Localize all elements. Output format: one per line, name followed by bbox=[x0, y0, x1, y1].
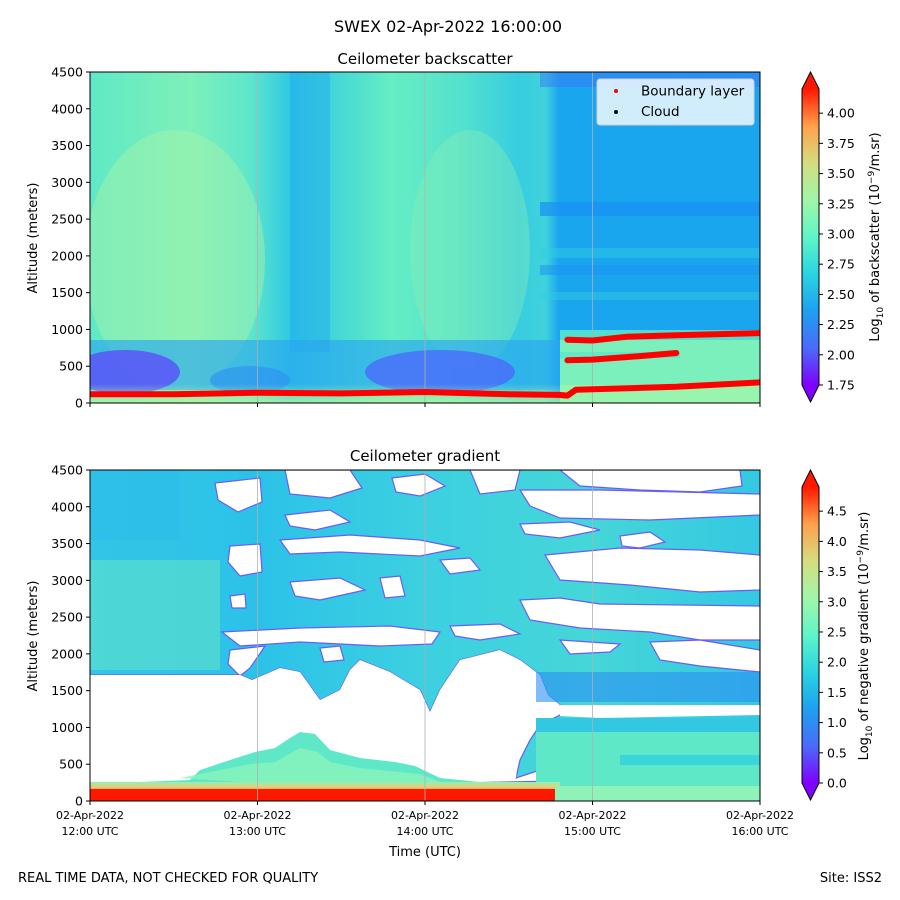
colorbar-tick-label: 0.5 bbox=[827, 745, 847, 760]
colorbar-extend-top bbox=[802, 72, 819, 89]
y-tick-label: 0 bbox=[75, 396, 83, 411]
colorbar-tick-label: 3.0 bbox=[827, 594, 847, 609]
y-tick-label: 2500 bbox=[51, 212, 83, 227]
footer-site: Site: ISS2 bbox=[820, 871, 882, 886]
colorbar-extend-bottom bbox=[802, 385, 819, 402]
colorbar-body bbox=[802, 487, 819, 783]
gradient-y-axis: 0 500 1000 1500 2000 2500 3000 3500 4000 4500 bbox=[51, 463, 90, 809]
colorbar-tick-label: 4.00 bbox=[827, 106, 855, 121]
x-tick-label-time: 12:00 UTC bbox=[61, 825, 118, 838]
x-tick-label-date: 02-Apr-2022 bbox=[558, 809, 626, 822]
x-tick-label-time: 13:00 UTC bbox=[229, 825, 286, 838]
y-tick-label: 2500 bbox=[51, 610, 83, 625]
x-tick-label-date: 02-Apr-2022 bbox=[56, 809, 124, 822]
backscatter-panel: Ceilometer backscatter bbox=[26, 50, 886, 411]
legend-marker-cloud bbox=[614, 110, 618, 114]
y-tick-label: 4000 bbox=[51, 499, 83, 514]
backscatter-title: Ceilometer backscatter bbox=[337, 50, 513, 68]
colorbar-tick-label: 4.5 bbox=[827, 504, 847, 519]
y-tick-label: 1500 bbox=[51, 285, 83, 300]
colorbar-tick-label: 0.0 bbox=[827, 776, 847, 791]
boundary-layer-segment bbox=[564, 350, 680, 364]
legend-label-cloud: Cloud bbox=[641, 104, 680, 120]
gradient-gridlines bbox=[257, 470, 593, 801]
gradient-colorbar-label: Log10 of negative gradient (10−9/m.sr) bbox=[856, 512, 875, 761]
colorbar-tick-label: 3.5 bbox=[827, 564, 847, 579]
y-tick-label: 0 bbox=[75, 794, 83, 809]
y-tick-label: 500 bbox=[59, 359, 83, 374]
y-tick-label: 3500 bbox=[51, 536, 83, 551]
y-tick-label: 3000 bbox=[51, 573, 83, 588]
gradient-x-axis: 02-Apr-2022 12:00 UTC 02-Apr-2022 13:00 UTC… bbox=[56, 801, 794, 838]
y-tick-label: 2000 bbox=[51, 248, 83, 263]
gradient-title: Ceilometer gradient bbox=[350, 447, 500, 465]
y-tick-label: 2000 bbox=[51, 646, 83, 661]
colorbar-outline bbox=[801, 70, 820, 404]
colorbar-tick-label: 1.0 bbox=[827, 715, 847, 730]
y-tick-label: 3000 bbox=[51, 175, 83, 190]
x-tick-label-date: 02-Apr-2022 bbox=[391, 809, 459, 822]
colorbar-tick-label: 3.25 bbox=[827, 196, 855, 211]
figure-title: SWEX 02-Apr-2022 16:00:00 bbox=[334, 17, 562, 36]
x-tick-label-time: 16:00 UTC bbox=[731, 825, 788, 838]
boundary-layer-segment bbox=[90, 379, 760, 399]
backscatter-colorbar: 1.75 2.00 2.25 2.50 2.75 3.00 3.25 3.50 3.75 4.00… bbox=[801, 70, 886, 404]
colorbar-tick-label: 4.0 bbox=[827, 534, 847, 549]
colorbar-tick-label: 1.5 bbox=[827, 685, 847, 700]
legend-label-boundary-layer: Boundary layer bbox=[641, 84, 745, 100]
x-tick-label-date: 02-Apr-2022 bbox=[726, 809, 794, 822]
colorbar-tick-label: 1.75 bbox=[827, 378, 855, 393]
legend-marker-boundary-layer bbox=[614, 89, 618, 93]
y-tick-label: 500 bbox=[59, 757, 83, 772]
footer-quality-note: REAL TIME DATA, NOT CHECKED FOR QUALITY bbox=[18, 871, 318, 886]
gradient-x-label: Time (UTC) bbox=[388, 845, 461, 860]
y-tick-label: 1500 bbox=[51, 683, 83, 698]
gradient-y-label: Altitude (meters) bbox=[26, 581, 41, 692]
y-tick-label: 4500 bbox=[51, 65, 83, 80]
colorbar-tick-label: 3.50 bbox=[827, 166, 855, 181]
y-tick-label: 4500 bbox=[51, 463, 83, 478]
colorbar-extend-bottom bbox=[802, 783, 819, 800]
colorbar-body bbox=[802, 89, 819, 385]
x-tick-label-date: 02-Apr-2022 bbox=[223, 809, 291, 822]
gradient-panel: Ceilometer gradient bbox=[26, 447, 875, 860]
y-tick-label: 4000 bbox=[51, 101, 83, 116]
colorbar-tick-label: 3.00 bbox=[827, 226, 855, 241]
y-tick-label: 1000 bbox=[51, 720, 83, 735]
boundary-layer-series bbox=[90, 330, 760, 399]
colorbar-outline bbox=[801, 468, 820, 802]
boundary-layer-segment bbox=[564, 330, 760, 344]
backscatter-y-label: Altitude (meters) bbox=[26, 183, 41, 294]
backscatter-colorbar-label: Log10 of backscatter (10−9/m.sr) bbox=[867, 132, 886, 341]
legend-box bbox=[596, 78, 755, 126]
y-tick-label: 3500 bbox=[51, 138, 83, 153]
colorbar-tick-label: 3.75 bbox=[827, 136, 855, 151]
x-tick-label-time: 15:00 UTC bbox=[564, 825, 621, 838]
colorbar-tick-label: 2.00 bbox=[827, 347, 855, 362]
colorbar-tick-label: 2.5 bbox=[827, 624, 847, 639]
backscatter-gridlines bbox=[257, 72, 593, 403]
colorbar-extend-top bbox=[802, 470, 819, 487]
colorbar-tick-label: 2.25 bbox=[827, 317, 855, 332]
backscatter-x-axis bbox=[89, 403, 761, 407]
y-tick-label: 1000 bbox=[51, 322, 83, 337]
colorbar-tick-label: 2.0 bbox=[827, 655, 847, 670]
backscatter-y-axis: 0 500 1000 1500 2000 2500 3000 3500 4000 4500 bbox=[51, 65, 90, 411]
gradient-colorbar: 0.0 0.5 1.0 1.5 2.0 2.5 3.0 3.5 4.0 4.5 Log10 of … bbox=[801, 468, 875, 802]
legend: Boundary layer Cloud bbox=[596, 78, 755, 126]
colorbar-tick-label: 2.50 bbox=[827, 287, 855, 302]
colorbar-tick-label: 2.75 bbox=[827, 257, 855, 272]
x-tick-label-time: 14:00 UTC bbox=[396, 825, 453, 838]
gradient-heatmap bbox=[90, 470, 760, 801]
